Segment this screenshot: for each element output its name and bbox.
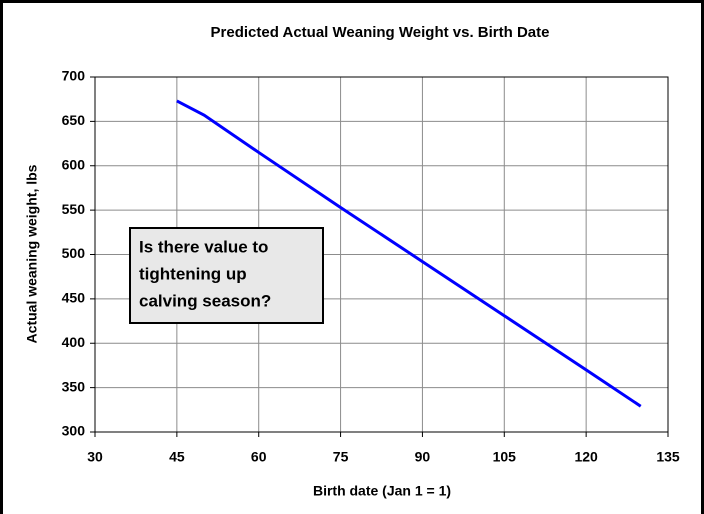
y-tick-label: 600 <box>62 156 86 172</box>
x-tick-label: 45 <box>169 449 185 465</box>
annotation-text: tightening up <box>139 264 247 283</box>
annotation-text: calving season? <box>139 291 271 310</box>
y-axis-label: Actual weaning weight, lbs <box>24 164 40 343</box>
y-tick-label: 550 <box>62 201 86 217</box>
y-tick-label: 350 <box>62 378 86 394</box>
x-tick-label: 90 <box>415 449 431 465</box>
x-tick-label: 30 <box>87 449 103 465</box>
annotation-box <box>129 227 324 324</box>
annotation-text: Is there value to <box>139 237 268 256</box>
y-tick-label: 650 <box>62 112 86 128</box>
x-tick-label: 75 <box>333 449 349 465</box>
plot-border <box>94 76 669 433</box>
x-tick-label: 135 <box>656 449 680 465</box>
y-tick-label: 400 <box>62 334 86 350</box>
y-tick-label: 300 <box>62 423 86 439</box>
y-tick-label: 450 <box>62 290 86 306</box>
x-tick-label: 105 <box>493 449 517 465</box>
x-tick-label: 120 <box>574 449 598 465</box>
y-tick-label: 500 <box>62 245 86 261</box>
x-axis-label: Birth date (Jan 1 = 1) <box>313 483 451 499</box>
data-line <box>176 99 642 408</box>
x-tick-label: 60 <box>251 449 267 465</box>
chart-title: Predicted Actual Weaning Weight vs. Birt… <box>211 24 550 41</box>
y-tick-label: 700 <box>62 68 86 84</box>
